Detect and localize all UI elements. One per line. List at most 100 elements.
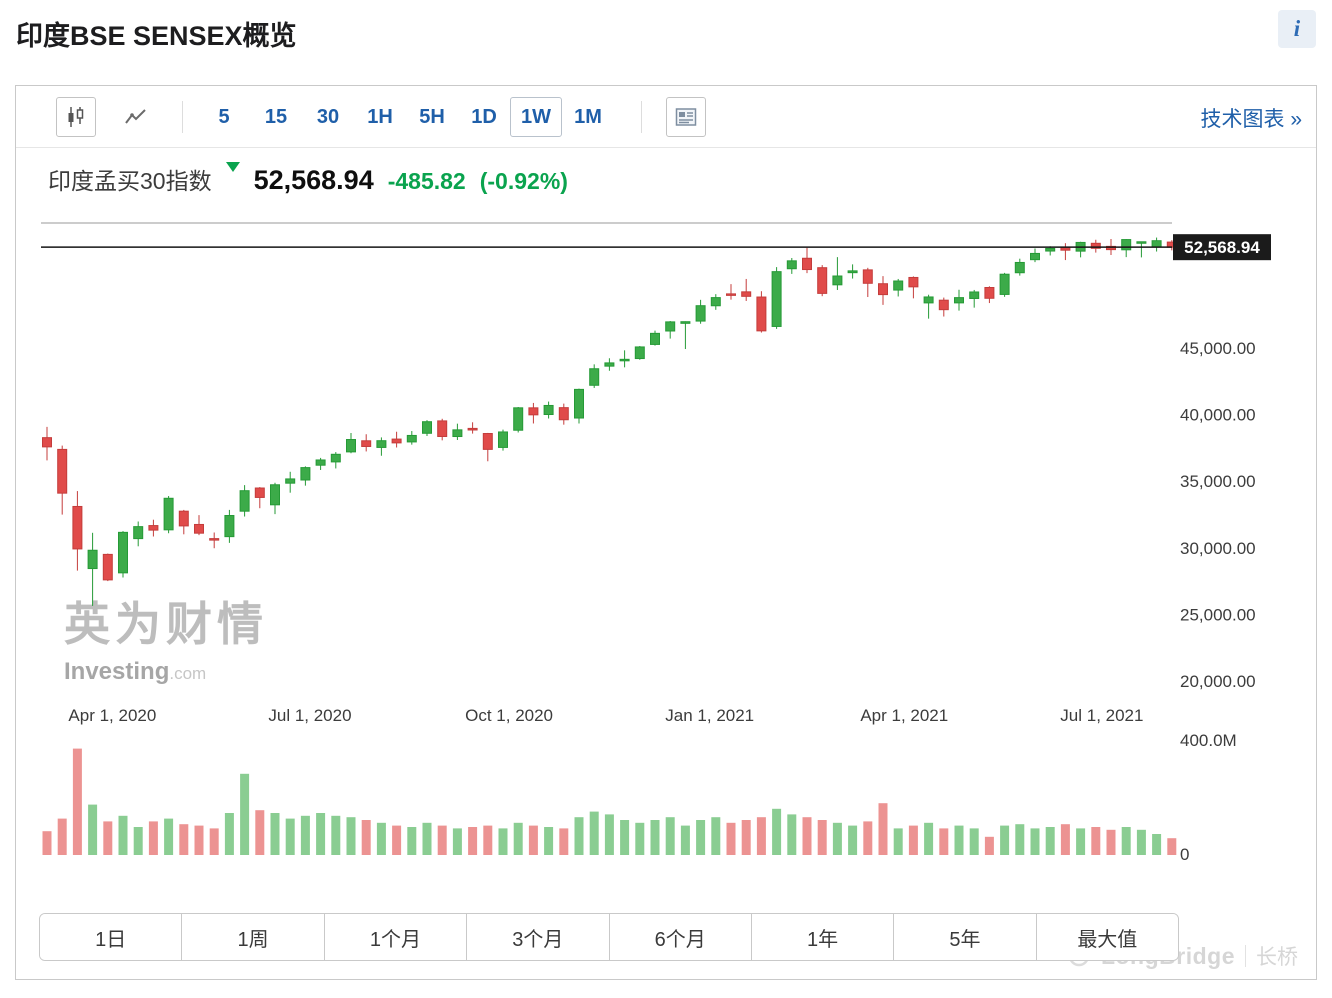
interval-button-30[interactable]: 30: [316, 106, 340, 128]
instrument-name: 印度孟买30指数: [48, 168, 212, 194]
volume-bar: [939, 828, 949, 855]
candle-body: [741, 291, 752, 297]
current-price-label-bg: [1173, 234, 1271, 261]
quote-row: 印度孟买30指数 52,568.94 -485.82 (-0.92%): [48, 162, 568, 196]
volume-bar: [437, 825, 447, 855]
volume-bar: [589, 811, 599, 855]
candle-body: [285, 478, 296, 484]
candlestick-chart-type-button[interactable]: [56, 97, 96, 137]
candle-body: [467, 427, 478, 431]
line-chart-icon: [125, 109, 146, 124]
candle-body: [862, 269, 873, 284]
branding-divider: [1245, 945, 1246, 967]
volume-bar: [1152, 834, 1162, 855]
watermark-chinese: 英为财情: [64, 598, 268, 650]
candle-body: [984, 287, 995, 299]
x-axis-label: Jul 1, 2020: [268, 706, 351, 725]
volume-bar: [331, 815, 341, 855]
volume-bar: [954, 825, 964, 855]
price-volume-chart[interactable]: 45,000.00 40,000.00 35,000.00 30,000.00 25,0…: [16, 214, 1316, 874]
interval-button-1w[interactable]: 1W: [510, 97, 562, 137]
interval-button-5[interactable]: 5: [218, 106, 230, 128]
volume-bar: [908, 825, 918, 855]
volume-bar: [696, 820, 706, 855]
volume-bar: [863, 821, 873, 855]
volume-bar: [255, 810, 265, 855]
range-button-2[interactable]: 1周: [182, 914, 325, 960]
range-button-6[interactable]: 1年: [751, 914, 895, 960]
volume-bar: [848, 825, 858, 855]
volume-bar: [1091, 827, 1101, 855]
range-button-1[interactable]: 1日: [40, 914, 183, 960]
volume-bar: [194, 825, 204, 855]
volume-bar: [103, 821, 113, 855]
watermark-investing: Investing: [64, 658, 170, 685]
volume-bar: [346, 817, 356, 855]
candle-body: [422, 421, 432, 434]
technical-chart-link[interactable]: 技术图表 »: [1200, 108, 1302, 131]
line-chart-type-button[interactable]: [116, 97, 156, 137]
candle-body: [315, 459, 326, 466]
info-icon[interactable]: i: [1278, 10, 1316, 48]
volume-bar: [1015, 824, 1025, 855]
range-button-8[interactable]: 最大值: [1036, 914, 1178, 960]
interval-button-5h[interactable]: 5H: [419, 106, 445, 128]
range-button-5[interactable]: 6个月: [609, 914, 752, 960]
volume-bar: [422, 822, 432, 855]
volume-bar: [118, 815, 128, 855]
volume-bar: [513, 822, 523, 855]
volume-bar: [984, 836, 994, 855]
volume-bar: [544, 827, 554, 855]
volume-bar: [878, 803, 888, 855]
candle-body: [771, 271, 782, 327]
volume-bar: [620, 820, 630, 855]
range-button-3[interactable]: 1个月: [324, 914, 468, 960]
news-panel-button[interactable]: [666, 97, 706, 137]
volume-bar: [148, 821, 158, 855]
volume-bar: [574, 817, 584, 855]
volume-bar: [726, 822, 736, 855]
range-buttons: 1日 1周 1个月 3个月 6个月 1年 5年 最大值: [39, 913, 1179, 961]
y-axis-label: 20,000.00: [1180, 672, 1256, 691]
interval-button-1h[interactable]: 1H: [367, 106, 393, 128]
candle-body: [406, 434, 417, 443]
volume-axis-min: 0: [1180, 845, 1189, 864]
candle-body: [954, 297, 964, 304]
interval-button-1m[interactable]: 1M: [574, 106, 602, 128]
candle-body: [1106, 245, 1116, 251]
volume-bar: [1060, 824, 1070, 855]
candle-body: [133, 526, 144, 540]
candle-body: [118, 531, 128, 574]
candle-body: [695, 305, 706, 322]
candle-body: [452, 429, 463, 438]
volume-bar: [665, 817, 675, 855]
candle-body: [1136, 241, 1147, 244]
volume-bar: [483, 825, 493, 855]
volume-bar: [1076, 828, 1086, 855]
candle-body: [391, 438, 402, 444]
candle-body: [224, 515, 235, 538]
candle-body: [498, 431, 508, 448]
range-button-4[interactable]: 3个月: [467, 914, 610, 960]
candle-body: [710, 297, 721, 307]
candle-body: [908, 276, 919, 288]
candle-body: [832, 275, 843, 286]
candle-body: [330, 453, 341, 463]
candle-body: [1121, 239, 1132, 251]
page-title: 印度BSE SENSEX概览: [16, 21, 297, 51]
candle-body: [786, 260, 797, 270]
x-axis-label: Oct 1, 2020: [465, 706, 553, 725]
interval-button-1d[interactable]: 1D: [471, 106, 497, 128]
candle-body: [923, 296, 934, 304]
candle-body: [102, 553, 113, 581]
volume-bar: [376, 822, 386, 855]
volume-bar: [468, 827, 478, 855]
candle-body: [528, 407, 539, 416]
candle-body: [543, 404, 554, 416]
volume-axis-max: 400.0M: [1180, 731, 1237, 750]
range-button-7[interactable]: 5年: [894, 914, 1037, 960]
volume-bar: [1136, 829, 1146, 855]
interval-button-15[interactable]: 15: [264, 106, 288, 128]
volume-bar: [452, 828, 462, 855]
candle-body: [893, 280, 904, 291]
